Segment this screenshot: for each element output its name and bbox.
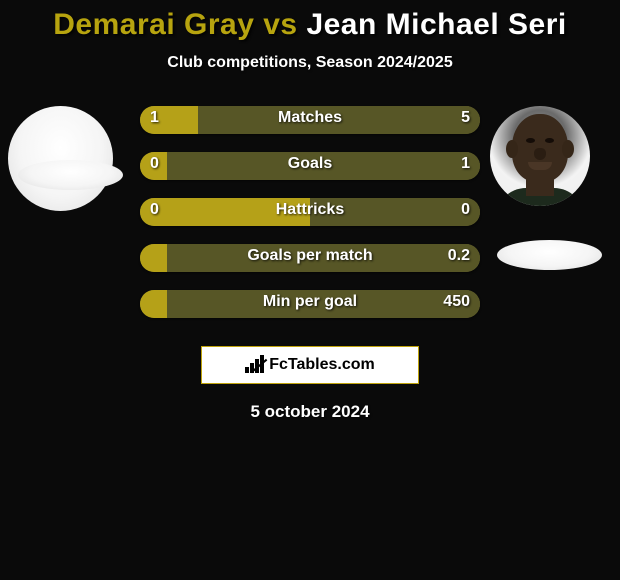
bar-chart-icon <box>245 357 265 373</box>
stat-row: Min per goal450 <box>140 290 480 318</box>
stats-area: Matches15 Goals01 Hattricks00 Goals per mat… <box>0 106 620 346</box>
avatar-nose <box>534 148 546 160</box>
stat-bar-right <box>310 198 480 226</box>
player-right-shadow <box>497 240 602 270</box>
player-right-avatar <box>490 106 590 206</box>
stat-bar-right <box>198 106 480 134</box>
date-label: 5 october 2024 <box>0 402 620 422</box>
title-vs: vs <box>254 8 306 41</box>
stat-bar-left <box>140 152 167 180</box>
stat-bar-left <box>140 106 198 134</box>
avatar-eye-right <box>545 138 554 143</box>
stat-bar-right <box>167 290 480 318</box>
title-player-right: Jean Michael Seri <box>306 8 566 41</box>
player-left-shadow <box>18 160 123 190</box>
stat-bars: Matches15 Goals01 Hattricks00 Goals per mat… <box>140 106 480 336</box>
player-left-avatar <box>8 106 113 211</box>
logo-text: FcTables.com <box>269 356 375 374</box>
stat-bar-left <box>140 290 167 318</box>
stat-bar-right <box>167 244 480 272</box>
title-player-left: Demarai Gray <box>53 8 254 41</box>
stat-row: Hattricks00 <box>140 198 480 226</box>
stat-row: Goals01 <box>140 152 480 180</box>
avatar-eye-left <box>526 138 535 143</box>
stat-bar-left <box>140 244 167 272</box>
stat-bar-right <box>167 152 480 180</box>
stat-bar-left <box>140 198 310 226</box>
comparison-card: Demarai Gray vs Jean Michael Seri Club c… <box>0 0 620 580</box>
avatar-ear-left <box>506 140 518 158</box>
stat-row: Goals per match0.2 <box>140 244 480 272</box>
avatar-ear-right <box>562 140 574 158</box>
subtitle: Club competitions, Season 2024/2025 <box>0 54 620 72</box>
page-title: Demarai Gray vs Jean Michael Seri <box>0 0 620 42</box>
source-logo[interactable]: FcTables.com <box>201 346 419 384</box>
stat-row: Matches15 <box>140 106 480 134</box>
